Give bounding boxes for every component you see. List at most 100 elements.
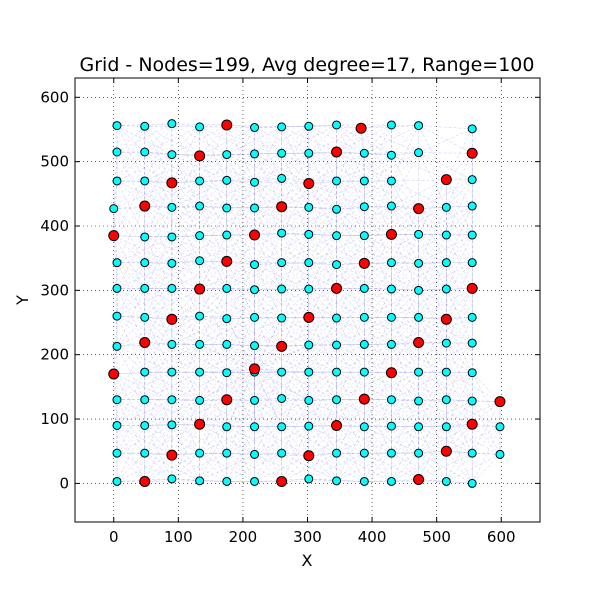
node-point — [467, 258, 477, 268]
node-point — [414, 148, 424, 158]
node-point — [140, 147, 150, 157]
node-point — [304, 474, 314, 484]
node-point — [304, 395, 314, 405]
highlighted-node-point — [139, 336, 151, 348]
y-axis-label: Y — [13, 295, 32, 306]
highlighted-node-point — [466, 282, 478, 294]
node-point — [467, 448, 477, 458]
node-point — [414, 285, 424, 295]
y-tick-label: 300 — [40, 281, 69, 299]
node-point — [441, 367, 451, 377]
node-point — [167, 395, 177, 405]
y-tick-label: 600 — [40, 88, 69, 106]
node-point — [277, 284, 287, 294]
node-point — [195, 256, 205, 266]
node-point — [359, 339, 369, 349]
node-point — [250, 149, 260, 159]
node-point — [277, 173, 287, 183]
highlighted-node-point — [385, 228, 397, 240]
node-point — [195, 201, 205, 211]
nodes — [108, 119, 506, 488]
node-point — [467, 201, 477, 211]
node-point — [250, 449, 260, 459]
node-point — [195, 231, 205, 241]
node-point — [195, 476, 205, 486]
node-point — [495, 449, 505, 459]
node-point — [441, 284, 451, 294]
highlighted-node-point — [108, 368, 120, 380]
node-point — [112, 448, 122, 458]
node-point — [359, 283, 369, 293]
node-point — [467, 478, 477, 488]
highlighted-node-point — [466, 418, 478, 430]
node-point — [386, 395, 396, 405]
node-point — [277, 148, 287, 158]
node-point — [495, 422, 505, 432]
x-tick-label: 0 — [109, 528, 119, 546]
node-point — [359, 148, 369, 158]
node-point — [332, 176, 342, 186]
node-point — [386, 448, 396, 458]
node-point — [414, 258, 424, 268]
node-point — [414, 422, 424, 432]
highlighted-node-point — [276, 340, 288, 352]
node-point — [222, 175, 232, 185]
highlighted-node-point — [303, 450, 315, 462]
highlighted-node-point — [331, 146, 343, 158]
node-point — [386, 120, 396, 130]
node-point — [250, 203, 260, 213]
node-point — [222, 448, 232, 458]
highlighted-node-point — [194, 150, 206, 162]
node-point — [332, 340, 342, 350]
y-tick-label: 0 — [59, 474, 69, 492]
node-point — [441, 258, 451, 268]
node-point — [140, 258, 150, 268]
node-point — [332, 367, 342, 377]
node-point — [304, 258, 314, 268]
highlighted-node-point — [494, 396, 506, 408]
node-point — [441, 202, 451, 212]
node-point — [250, 395, 260, 405]
node-point — [386, 339, 396, 349]
node-point — [140, 176, 150, 186]
node-point — [222, 422, 232, 432]
node-point — [109, 204, 119, 214]
node-point — [441, 230, 451, 240]
node-point — [386, 476, 396, 486]
node-point — [386, 421, 396, 431]
node-point — [359, 312, 369, 322]
highlighted-node-point — [139, 200, 151, 212]
node-point — [332, 448, 342, 458]
highlighted-node-point — [194, 283, 206, 295]
highlighted-node-point — [440, 313, 452, 325]
node-point — [167, 283, 177, 293]
x-tick-label: 600 — [487, 528, 516, 546]
node-point — [414, 121, 424, 131]
node-point — [250, 123, 260, 133]
node-point — [332, 313, 342, 323]
highlighted-node-point — [139, 475, 151, 487]
node-point — [167, 258, 177, 268]
node-point — [386, 258, 396, 268]
node-point — [467, 396, 477, 406]
node-point — [167, 367, 177, 377]
node-point — [386, 312, 396, 322]
node-point — [386, 284, 396, 294]
node-point — [277, 228, 287, 238]
node-point — [304, 202, 314, 212]
node-point — [140, 420, 150, 430]
highlighted-node-point — [303, 311, 315, 323]
node-point — [414, 312, 424, 322]
node-point — [332, 395, 342, 405]
highlighted-node-point — [413, 203, 425, 215]
node-point — [195, 395, 205, 405]
node-point — [112, 311, 122, 321]
x-tick-label: 300 — [293, 528, 322, 546]
node-point — [167, 202, 177, 212]
node-point — [195, 367, 205, 377]
node-point — [441, 422, 451, 432]
node-point — [250, 177, 260, 187]
highlighted-node-point — [440, 174, 452, 186]
